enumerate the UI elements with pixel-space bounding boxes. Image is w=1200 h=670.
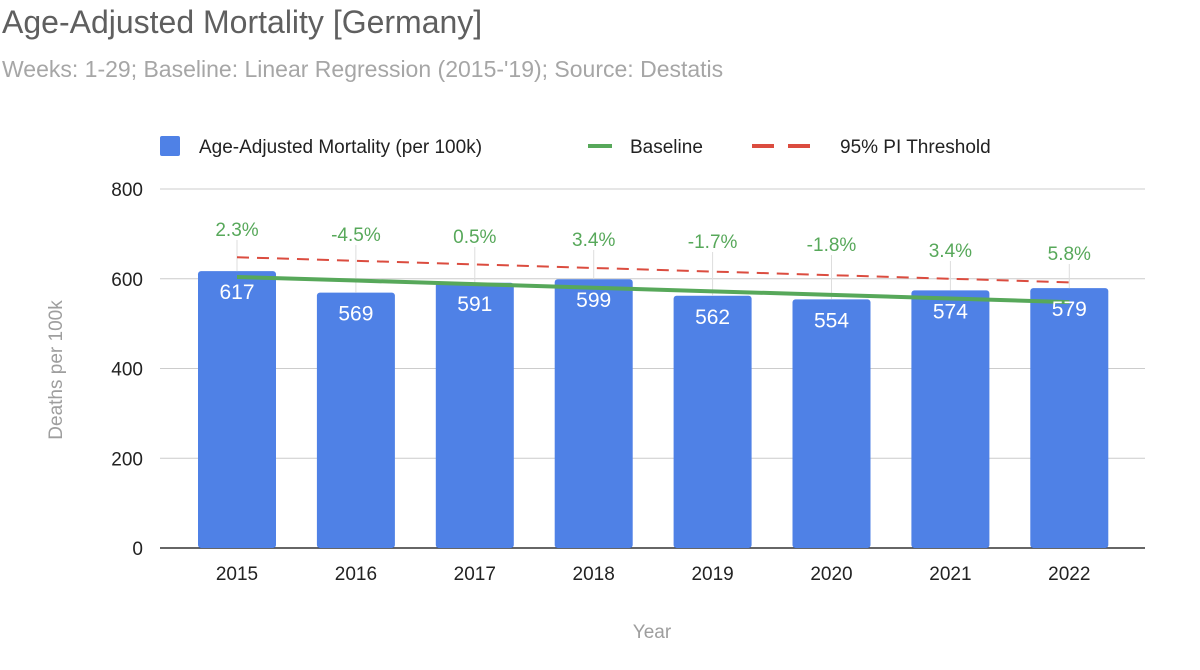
y-axis-label: Deaths per 100k	[46, 300, 67, 440]
bar-value-label: 574	[933, 300, 968, 323]
legend: Age-Adjusted Mortality (per 100k) Baselin…	[160, 136, 991, 158]
legend-label: 95% PI Threshold	[840, 137, 991, 158]
y-tick-label: 600	[111, 270, 143, 291]
bar	[911, 290, 990, 548]
legend-swatch-bar	[160, 136, 180, 156]
bar	[792, 299, 871, 548]
x-tick-label: 2022	[1048, 564, 1090, 585]
x-tick-label: 2015	[216, 564, 258, 585]
legend-label: Baseline	[630, 137, 703, 158]
x-tick-label: 2021	[929, 564, 971, 585]
annotation-label: -4.5%	[331, 225, 381, 246]
bar-value-label: 569	[338, 303, 373, 326]
annotation-label: 3.4%	[572, 230, 615, 251]
baseline-line	[236, 274, 1070, 305]
annotation-label: -1.7%	[688, 232, 738, 253]
chart-title: Age-Adjusted Mortality [Germany]	[2, 4, 483, 40]
chart-subtitle: Weeks: 1-29; Baseline: Linear Regression…	[2, 56, 724, 82]
y-tick-label: 800	[111, 180, 143, 201]
bar	[554, 279, 633, 548]
bar	[1030, 288, 1109, 548]
x-tick-label: 2018	[573, 564, 615, 585]
annotation-label: 5.8%	[1048, 244, 1091, 265]
bar-value-label: 591	[457, 293, 492, 316]
bar-value-label: 554	[814, 309, 849, 332]
x-tick-label: 2020	[810, 564, 852, 585]
annotation-label: -1.8%	[807, 235, 857, 256]
bar-value-label: 579	[1052, 298, 1087, 321]
annotation-label: 0.5%	[453, 227, 496, 248]
x-tick-label: 2019	[691, 564, 733, 585]
y-tick-label: 400	[111, 360, 143, 381]
legend-label: Age-Adjusted Mortality (per 100k)	[199, 137, 482, 158]
bar-value-label: 599	[576, 289, 611, 312]
x-axis-label: Year	[633, 622, 672, 643]
x-tick-label: 2017	[454, 564, 496, 585]
bar	[673, 295, 752, 548]
y-tick-label: 200	[111, 449, 143, 470]
bar	[435, 282, 514, 548]
x-tick-label: 2016	[335, 564, 377, 585]
bar-value-label: 617	[219, 281, 254, 304]
annotation-label: 2.3%	[215, 220, 258, 241]
bar	[316, 292, 395, 548]
bar-value-label: 562	[695, 306, 730, 329]
annotation-label: 3.4%	[929, 241, 972, 262]
bar	[198, 271, 276, 548]
y-tick-label: 0	[132, 539, 143, 560]
